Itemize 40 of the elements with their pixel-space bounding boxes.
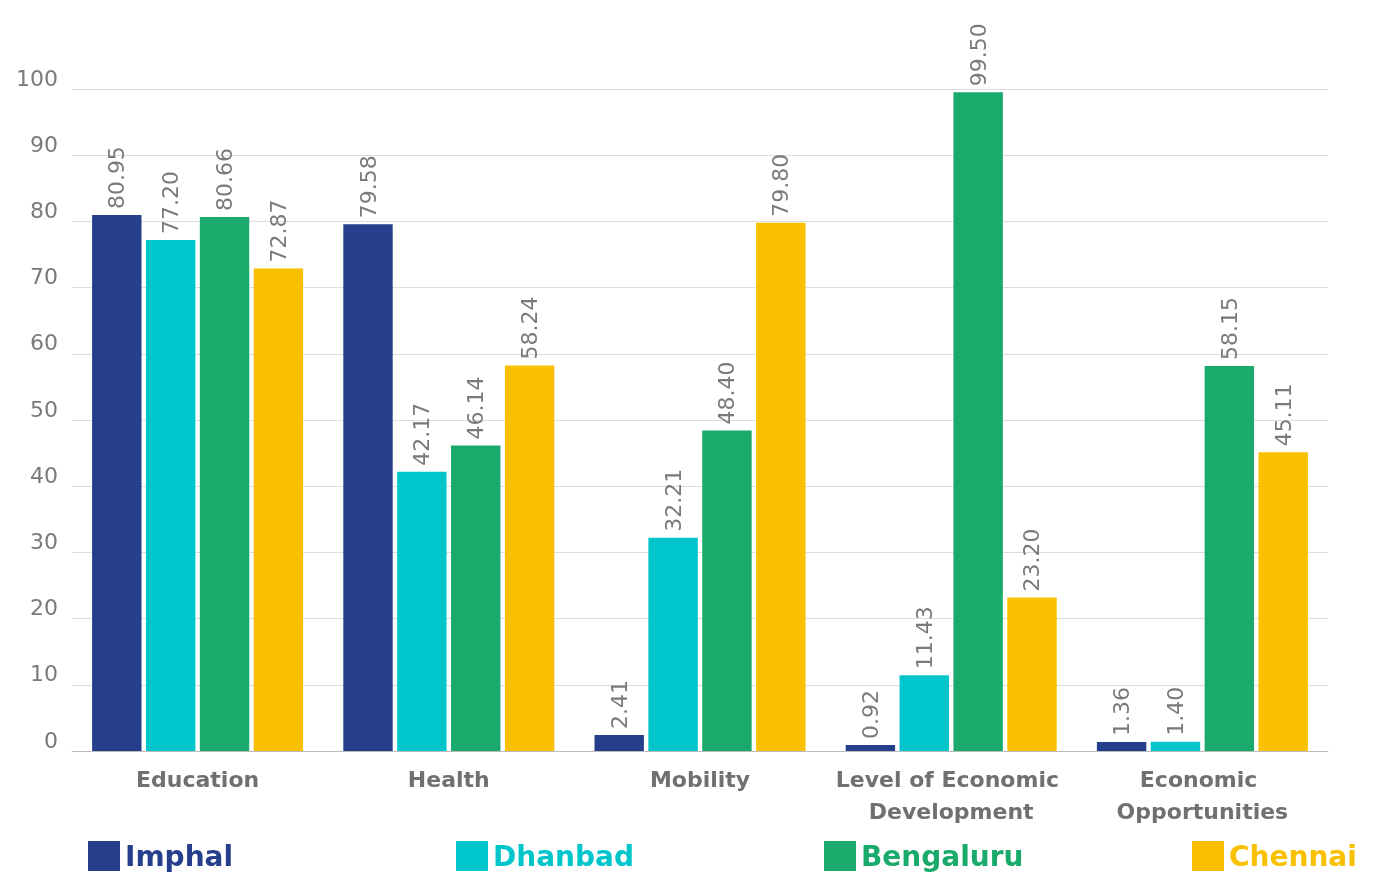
data-label: 11.43	[911, 606, 937, 670]
y-tick-label: 20	[30, 595, 58, 621]
data-label: 58.24	[517, 296, 543, 360]
data-label: 58.15	[1216, 297, 1242, 361]
data-label: 45.11	[1270, 383, 1296, 447]
data-label: 99.50	[965, 23, 991, 87]
legend-label: Chennai	[1229, 839, 1357, 873]
data-label: 1.36	[1109, 687, 1135, 736]
legend-label: Bengaluru	[861, 839, 1024, 873]
data-label: 72.87	[265, 199, 291, 263]
y-tick-label: 90	[30, 131, 58, 157]
x-tick-label: Mobility	[649, 766, 751, 792]
data-label: 80.66	[212, 148, 238, 212]
x-tick-label: Level of Economic Development	[835, 766, 1067, 824]
x-tick-label: Health	[407, 766, 490, 792]
data-label: 0.92	[857, 689, 883, 739]
data-label: 80.95	[104, 146, 130, 210]
y-tick-label: 10	[30, 661, 58, 687]
y-tick-label: 100	[16, 65, 58, 91]
data-label: 77.20	[158, 170, 184, 234]
y-tick-label: 50	[30, 396, 58, 422]
y-tick-label: 0	[44, 727, 58, 753]
y-tick-label: 40	[30, 462, 58, 488]
data-label: 79.80	[768, 153, 794, 217]
data-label: 46.14	[463, 376, 489, 440]
data-label: 1.40	[1162, 686, 1188, 736]
legend-label: Imphal	[125, 839, 234, 873]
data-label: 79.58	[355, 155, 381, 219]
x-tick-label: Education	[136, 766, 260, 792]
data-label: 23.20	[1019, 528, 1045, 592]
x-tick-label: Economic Opportunities	[1116, 766, 1289, 824]
y-tick-label: 80	[30, 197, 58, 223]
data-label: 48.40	[714, 361, 740, 425]
legend-label: Dhanbad	[493, 839, 634, 873]
data-label: 2.41	[606, 680, 632, 730]
y-tick-label: 70	[30, 264, 58, 290]
y-tick-label: 60	[30, 330, 58, 356]
y-tick-label: 30	[30, 528, 58, 554]
data-label: 42.17	[409, 402, 435, 466]
data-label: 32.21	[660, 468, 686, 532]
